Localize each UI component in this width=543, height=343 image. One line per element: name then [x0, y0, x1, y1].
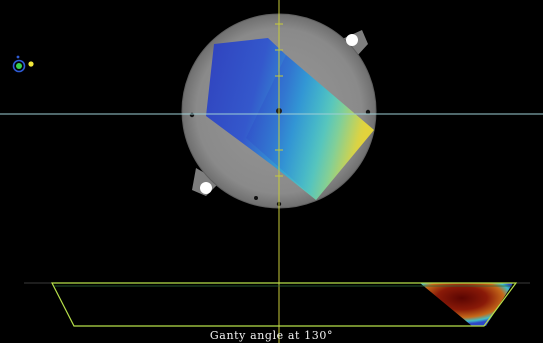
dose-field [206, 38, 374, 200]
axis-ticks [275, 23, 283, 177]
gantry-angle-caption: Ganty angle at 130° [209, 329, 334, 342]
fiducial-marker-bottom [200, 182, 212, 194]
fiducial-marker-top [346, 34, 358, 46]
orientation-marker-icon [12, 55, 34, 73]
depth-profile [24, 282, 530, 327]
